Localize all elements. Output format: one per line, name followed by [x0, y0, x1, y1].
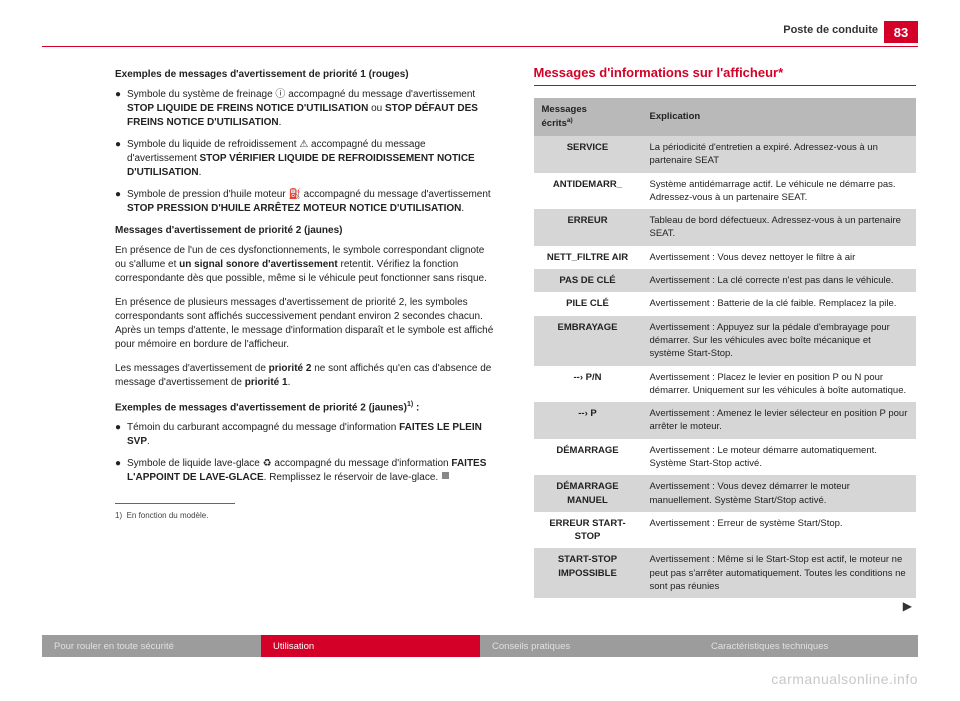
table-row: --› P/NAvertissement : Placez le levier … — [534, 366, 917, 403]
footer-tab-usage[interactable]: Utilisation — [261, 635, 480, 657]
bullet-2: ● Symbole du liquide de refroidissement … — [115, 138, 498, 180]
left-p2: En présence de plusieurs messages d'aver… — [115, 296, 498, 352]
table-row: --› PAvertissement : Amenez le levier sé… — [534, 402, 917, 439]
b5-post: . Remplissez le réservoir de lave-glace. — [264, 472, 439, 483]
messages-table: Messages écritsa) Explication SERVICELa … — [534, 98, 917, 598]
b5-pre: Symbole de liquide lave-glace ♻ accompag… — [127, 458, 451, 469]
th-val: Explication — [642, 98, 917, 136]
table-cell-key: --› P — [534, 402, 642, 439]
left-column: Exemples de messages d'avertissement de … — [115, 64, 498, 606]
table-row: ERREURTableau de bord défectueux. Adress… — [534, 209, 917, 246]
left-heading-3: Exemples de messages d'avertissement de … — [115, 400, 498, 415]
table-cell-key: SERVICE — [534, 136, 642, 173]
table-cell-key: EMBRAYAGE — [534, 316, 642, 366]
left-heading-1: Exemples de messages d'avertissement de … — [115, 68, 498, 82]
page-number-badge: 83 — [884, 21, 918, 43]
right-title: Messages d'informations sur l'afficheur* — [534, 64, 917, 86]
footnote: 1) En fonction du modèle. — [115, 510, 498, 521]
table-row: PAS DE CLÉAvertissement : La clé correct… — [534, 269, 917, 292]
footnote-separator — [115, 503, 235, 504]
left-p3: Les messages d'avertissement de priorité… — [115, 362, 498, 390]
table-cell-value: Système antidémarrage actif. Le véhicule… — [642, 173, 917, 210]
table-row: SERVICELa périodicité d'entretien a expi… — [534, 136, 917, 173]
table-cell-key: NETT_FILTRE AIR — [534, 246, 642, 269]
table-cell-key: DÉMARRAGE — [534, 439, 642, 476]
th-key: Messages écritsa) — [534, 98, 642, 136]
bullet-1: ● Symbole du système de freinage ⓘ accom… — [115, 88, 498, 130]
table-cell-value: Avertissement : Amenez le levier sélecte… — [642, 402, 917, 439]
table-cell-key: PAS DE CLÉ — [534, 269, 642, 292]
b3-s1: STOP PRESSION D'HUILE ARRÊTEZ MOTEUR NOT… — [127, 203, 461, 214]
table-cell-value: Avertissement : Vous devez démarrer le m… — [642, 475, 917, 512]
bullet-3: ● Symbole de pression d'huile moteur ⛽ a… — [115, 188, 498, 216]
b2-post: . — [199, 167, 202, 178]
table-cell-key: DÉMARRAGE MANUEL — [534, 475, 642, 512]
b3-pre: Symbole de pression d'huile moteur ⛽ acc… — [127, 189, 491, 200]
top-divider — [42, 46, 918, 47]
left-p1: En présence de l'un de ces dysfonctionne… — [115, 244, 498, 286]
table-row: ERREUR START-STOPAvertissement : Erreur … — [534, 512, 917, 549]
table-cell-key: PILE CLÉ — [534, 292, 642, 315]
b1-mid: ou — [368, 103, 385, 114]
section-label: Poste de conduite — [783, 24, 878, 36]
end-square-icon — [442, 472, 449, 479]
bullet-5: ● Symbole de liquide lave-glace ♻ accomp… — [115, 457, 498, 485]
table-cell-key: --› P/N — [534, 366, 642, 403]
table-row: DÉMARRAGE MANUELAvertissement : Vous dev… — [534, 475, 917, 512]
table-cell-key: ERREUR — [534, 209, 642, 246]
footer-tabs: Pour rouler en toute sécurité Utilisatio… — [42, 635, 918, 657]
table-cell-key: ERREUR START-STOP — [534, 512, 642, 549]
table-row: EMBRAYAGEAvertissement : Appuyez sur la … — [534, 316, 917, 366]
b1-s1: STOP LIQUIDE DE FREINS NOTICE D'UTILISAT… — [127, 103, 368, 114]
table-cell-key: START-STOP IMPOSSIBLE — [534, 548, 642, 598]
footer-tab-specs[interactable]: Caractéristiques techniques — [699, 635, 918, 657]
table-cell-value: La périodicité d'entretien a expiré. Adr… — [642, 136, 917, 173]
continue-arrow-icon: ▶ — [534, 598, 917, 615]
b4-pre: Témoin du carburant accompagné du messag… — [127, 422, 399, 433]
table-row: DÉMARRAGEAvertissement : Le moteur démar… — [534, 439, 917, 476]
table-cell-value: Avertissement : Même si le Start-Stop es… — [642, 548, 917, 598]
table-cell-value: Avertissement : Erreur de système Start/… — [642, 512, 917, 549]
footer-tab-tips[interactable]: Conseils pratiques — [480, 635, 699, 657]
left-heading-2: Messages d'avertissement de priorité 2 (… — [115, 224, 498, 238]
table-row: PILE CLÉAvertissement : Batterie de la c… — [534, 292, 917, 315]
table-cell-value: Avertissement : La clé correcte n'est pa… — [642, 269, 917, 292]
b4-post: . — [147, 436, 150, 447]
table-cell-value: Avertissement : Vous devez nettoyer le f… — [642, 246, 917, 269]
table-cell-value: Avertissement : Batterie de la clé faibl… — [642, 292, 917, 315]
bullet-4: ● Témoin du carburant accompagné du mess… — [115, 421, 498, 449]
table-row: START-STOP IMPOSSIBLEAvertissement : Mêm… — [534, 548, 917, 598]
table-cell-value: Tableau de bord défectueux. Adressez-vou… — [642, 209, 917, 246]
table-cell-value: Avertissement : Le moteur démarre automa… — [642, 439, 917, 476]
footer-tab-safety[interactable]: Pour rouler en toute sécurité — [42, 635, 261, 657]
table-cell-value: Avertissement : Appuyez sur la pédale d'… — [642, 316, 917, 366]
b3-post: . — [461, 203, 464, 214]
b1-pre: Symbole du système de freinage ⓘ accompa… — [127, 89, 475, 100]
table-cell-value: Avertissement : Placez le levier en posi… — [642, 366, 917, 403]
right-column: Messages d'informations sur l'afficheur*… — [534, 64, 917, 606]
b1-post: . — [279, 117, 282, 128]
watermark: carmanualsonline.info — [771, 671, 918, 687]
table-row: NETT_FILTRE AIRAvertissement : Vous deve… — [534, 246, 917, 269]
content-area: Exemples de messages d'avertissement de … — [115, 64, 916, 606]
table-cell-key: ANTIDEMARR_ — [534, 173, 642, 210]
table-row: ANTIDEMARR_Système antidémarrage actif. … — [534, 173, 917, 210]
page: 83 Poste de conduite Exemples de message… — [0, 0, 960, 701]
